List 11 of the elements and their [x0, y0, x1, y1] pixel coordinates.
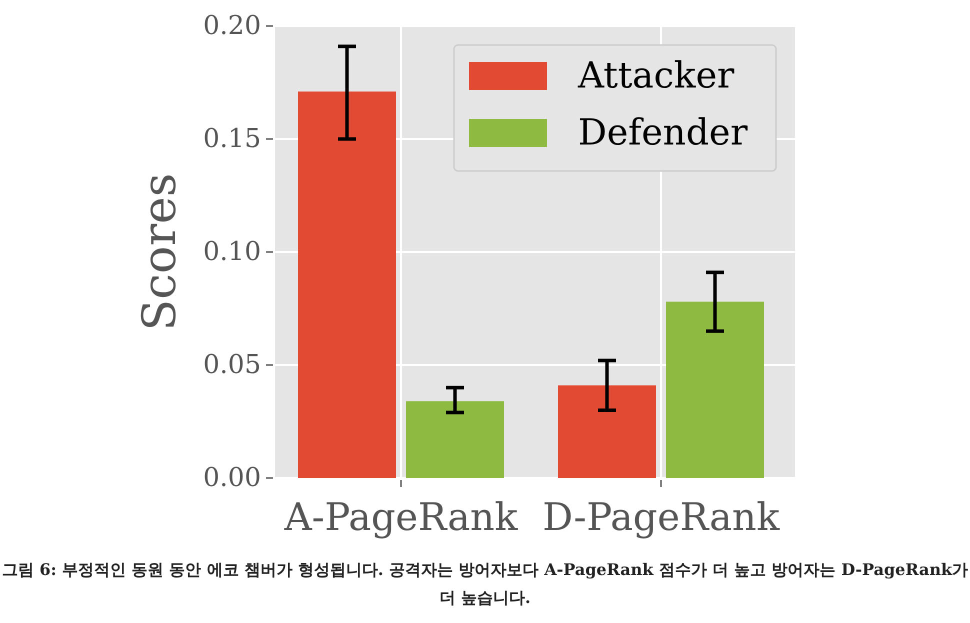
- y-tick-label: 0.15: [203, 124, 261, 154]
- caption: 그림 6: 부정적인 동원 동안 에코 챔버가 형성됩니다. 공격자는 방어자보다 A-PageRank 점수가 더 높고 방어자는 D-PageRank가 더 높습니다.: [0, 559, 970, 609]
- y-axis-title: Scores: [132, 173, 186, 331]
- legend-label: Defender: [578, 112, 748, 154]
- x-tick-label: A-PageRank: [283, 495, 519, 539]
- y-tick-label: 0.05: [203, 350, 261, 380]
- x-tick-label: D-PageRank: [542, 495, 780, 539]
- y-tick-label: 0.10: [203, 237, 261, 267]
- y-tick-label: 0.00: [203, 463, 261, 493]
- y-tick-label: 0.20: [203, 11, 261, 41]
- legend-label: Attacker: [577, 56, 736, 96]
